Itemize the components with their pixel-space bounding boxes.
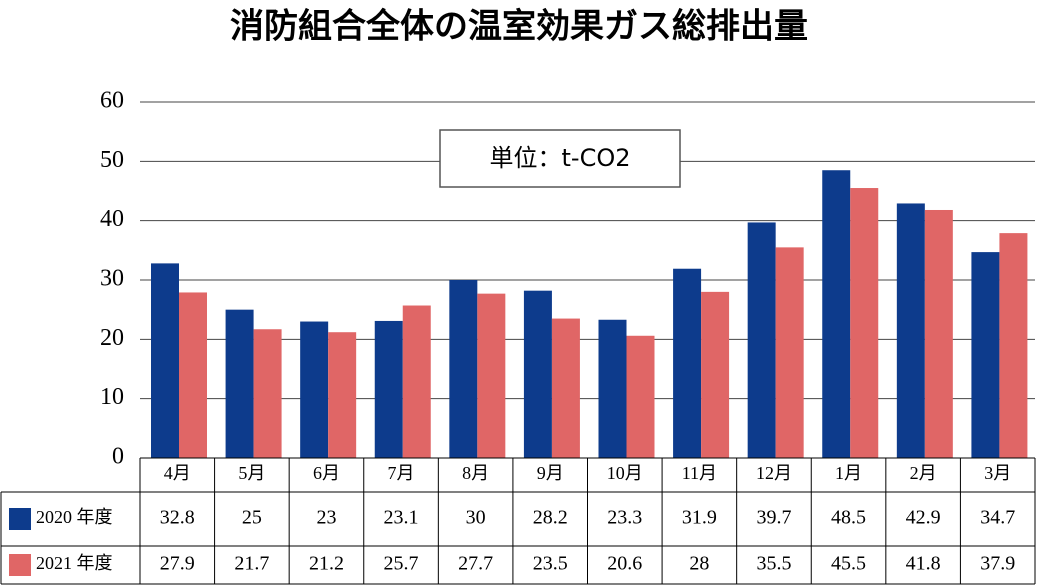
y-tick-label: 50 [100,147,124,173]
legend-swatch [9,554,31,576]
x-tick-label: 11月 [682,463,717,483]
y-tick-label: 0 [112,444,124,470]
x-tick-label: 6月 [313,463,340,483]
unit-label: 単位：t-CO2 [490,144,631,172]
bar [850,188,879,459]
bar [225,309,254,458]
x-tick-label: 7月 [388,463,415,483]
data-label: 35.5 [756,553,791,575]
bar [747,222,776,458]
data-label: 23.3 [607,507,642,529]
bar [598,319,627,458]
bar [896,203,925,458]
bar [999,233,1028,458]
chart-title: 消防組合全体の温室効果ガス総排出量 [230,7,808,47]
x-tick-label: 4月 [164,463,191,483]
bar [701,291,730,458]
data-label: 23.5 [533,553,568,575]
x-tick-label: 12月 [756,463,792,483]
data-label: 21.2 [309,553,344,575]
data-label: 30 [466,507,486,529]
bar [822,170,851,458]
x-tick-label: 2月 [910,463,937,483]
data-label: 27.9 [160,553,195,575]
data-label: 27.7 [458,553,493,575]
x-tick-label: 9月 [537,463,564,483]
data-label: 28 [689,553,709,575]
y-tick-label: 30 [100,266,124,292]
bar [971,252,1000,458]
legend-label: 2021 年度 [36,553,113,573]
bar [374,320,403,458]
data-label: 23 [316,507,336,529]
bar [179,292,207,458]
bar [300,321,329,458]
bar [523,290,552,458]
x-tick-label: 3月 [984,463,1011,483]
x-tick-label: 1月 [835,463,862,483]
y-tick-label: 10 [100,384,124,410]
x-tick-label: 8月 [462,463,489,483]
data-label: 42.9 [906,507,941,529]
data-label: 37.9 [980,553,1015,575]
data-label: 39.7 [756,507,791,529]
bar [924,209,953,458]
data-label: 21.7 [234,553,269,575]
bar [775,247,804,458]
bar [328,332,357,458]
data-label: 41.8 [906,553,941,575]
bar [449,280,478,458]
legend-label: 2020 年度 [36,507,113,527]
legend-swatch [9,508,31,530]
x-tick-label: 10月 [607,463,643,483]
data-label: 45.5 [831,553,866,575]
bar [673,268,702,458]
bar [151,263,179,458]
data-label: 32.8 [160,507,195,529]
data-label: 48.5 [831,507,866,529]
bar [253,329,282,458]
data-label: 20.6 [607,553,642,575]
x-tick-label: 5月 [238,463,265,483]
data-label: 28.2 [533,507,568,529]
data-label: 31.9 [682,507,717,529]
bar [402,305,431,458]
data-label: 25.7 [384,553,419,575]
y-tick-label: 60 [100,88,124,114]
data-label: 23.1 [384,507,419,529]
bar [551,318,580,458]
bar [626,335,655,458]
data-label: 34.7 [980,507,1015,529]
data-label: 25 [242,507,262,529]
unit-box [439,129,681,188]
y-tick-label: 20 [100,325,124,351]
bar [477,293,506,458]
y-tick-label: 40 [100,206,124,232]
